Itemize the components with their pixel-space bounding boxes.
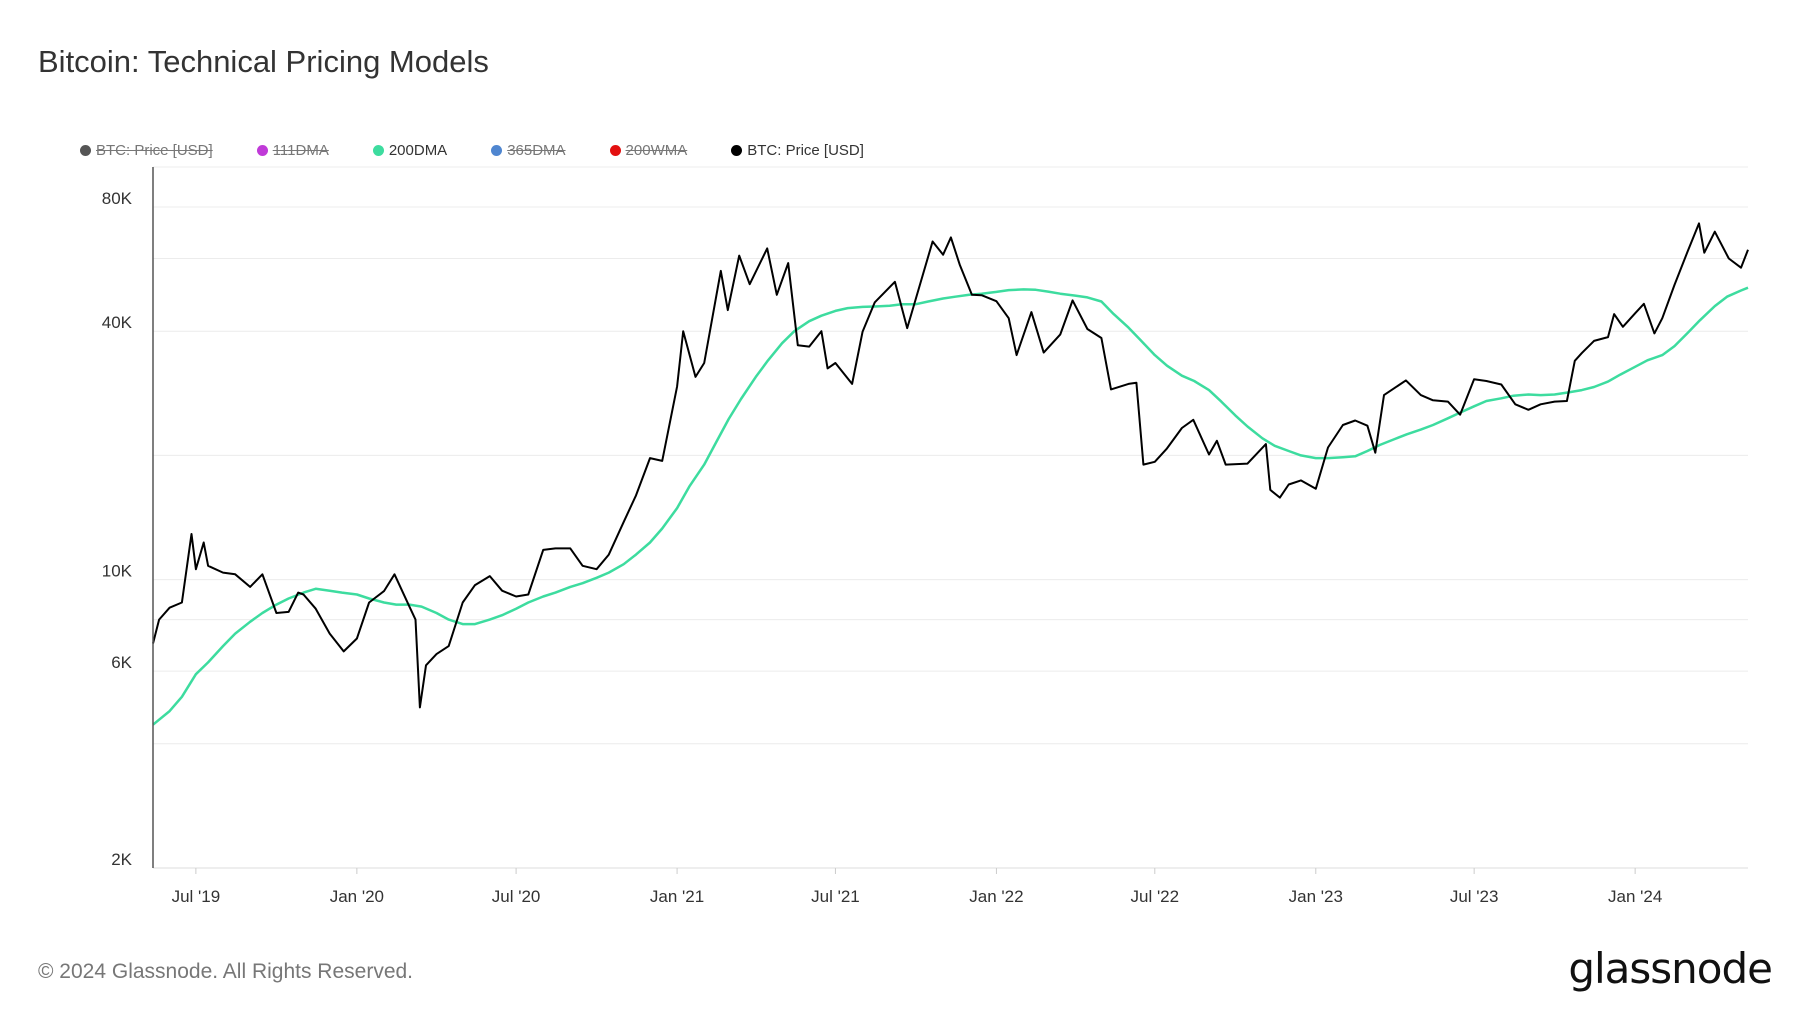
legend-label: BTC: Price [USD]: [747, 141, 864, 159]
legend-dot-icon: [609, 144, 621, 156]
x-tick-label: Jan '20: [330, 887, 384, 906]
x-tick-label: Jul '22: [1130, 887, 1179, 906]
y-tick-label: 2K: [111, 850, 132, 869]
x-tick-label: Jan '24: [1608, 887, 1662, 906]
chart-title: Bitcoin: Technical Pricing Models: [38, 44, 489, 79]
series-line-btc-price-usd: [152, 222, 1749, 709]
legend-dot-icon: [491, 144, 503, 156]
y-tick-label: 40K: [102, 313, 133, 332]
legend-label: 365DMA: [507, 141, 566, 159]
x-tick-label: Jan '23: [1289, 887, 1343, 906]
legend-item-111dma[interactable]: 111DMA: [256, 140, 329, 160]
y-tick-label: 10K: [102, 562, 133, 581]
legend-item-btc-price-usd[interactable]: BTC: Price [USD]: [731, 140, 864, 160]
glassnode-logo: glassnode: [1568, 944, 1773, 993]
legend-dot-icon: [256, 144, 268, 156]
legend-item-200wma[interactable]: 200WMA: [609, 140, 688, 160]
x-axis-labels: Jul '19 Jan '20 Jul '20 Jan '21 Jul '21 Jan '…: [172, 868, 1662, 906]
legend-dot-icon: [372, 144, 384, 156]
y-tick-label: 6K: [111, 653, 132, 672]
x-tick-label: Jan '22: [969, 887, 1023, 906]
grid-lines: [153, 166, 1748, 869]
legend-label: 200DMA: [388, 141, 448, 159]
y-tick-label: 80K: [102, 189, 133, 208]
legend-dot-icon: [731, 144, 743, 156]
legend-label: BTC: Price [USD]: [96, 141, 213, 159]
x-tick-label: Jul '20: [492, 887, 541, 906]
series-lines: [152, 222, 1749, 726]
legend-label: 111DMA: [272, 141, 329, 159]
legend-item-365dma[interactable]: 365DMA: [491, 140, 566, 160]
legend-item-200dma[interactable]: 200DMA: [372, 140, 448, 160]
x-tick-label: Jul '23: [1450, 887, 1499, 906]
x-tick-label: Jul '19: [172, 887, 221, 906]
y-axis-labels: 80K 40K 10K 6K 2K: [102, 189, 133, 869]
legend-item-btc-price-usd[interactable]: BTC: Price [USD]: [80, 140, 213, 160]
chart-legend: BTC: Price [USD] 111DMA 200DMA 365DMA 200WMA…: [80, 140, 908, 160]
x-tick-label: Jul '21: [811, 887, 860, 906]
legend-dot-icon: [80, 144, 91, 156]
series-line-200dma: [152, 286, 1749, 726]
x-tick-label: Jan '21: [650, 887, 704, 906]
legend-label: 200WMA: [625, 141, 688, 159]
copyright-text: © 2024 Glassnode. All Rights Reserved.: [38, 960, 414, 983]
